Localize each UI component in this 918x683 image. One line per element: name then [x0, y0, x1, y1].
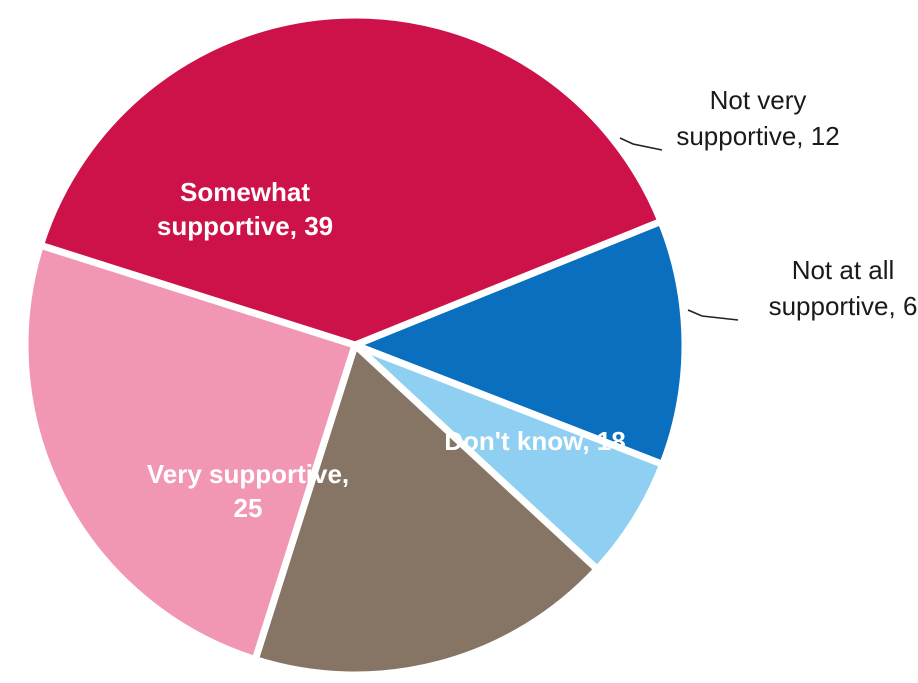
slice-label-dont-know: Don't know, 18: [444, 426, 625, 456]
slice-label-not-very-supportive: Not very supportive, 12: [676, 85, 839, 151]
leader-line-not-at-all-supportive: [688, 310, 738, 320]
slice-label-not-at-all-supportive: Not at all supportive, 6: [769, 255, 918, 321]
slices-layer: [25, 15, 685, 675]
leader-line-not-very-supportive: [620, 138, 662, 150]
